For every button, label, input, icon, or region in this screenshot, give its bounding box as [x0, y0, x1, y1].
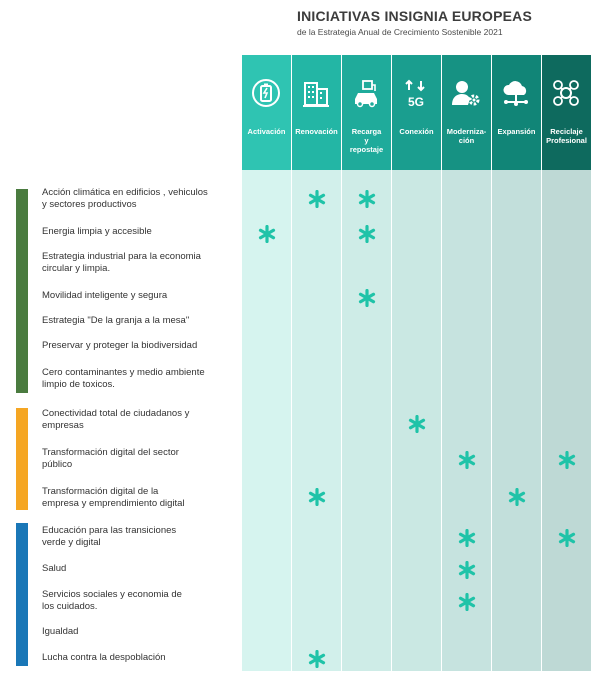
- page-subtitle: de la Estrategia Anual de Crecimiento So…: [297, 27, 503, 37]
- asterisk-mark-icon: [358, 224, 376, 244]
- column-label: Reciclaje Profesional: [546, 127, 587, 145]
- row-label: Estrategia industrial para la economia c…: [42, 251, 201, 274]
- asterisk-icon: [458, 560, 475, 580]
- asterisk-mark-icon: [558, 450, 576, 470]
- column-label: Activación: [247, 127, 286, 136]
- cloud-network-icon: [503, 81, 528, 106]
- asterisk-icon: [558, 528, 575, 548]
- asterisk-icon: [358, 189, 375, 209]
- column-divider: [291, 55, 292, 671]
- category-bar-digital: [16, 408, 28, 510]
- column-header-activacion: Activación: [242, 55, 291, 170]
- asterisk-mark-icon: [358, 189, 376, 209]
- row-label: Salud: [42, 563, 67, 574]
- column-header-modernizacion: Moderniza- ción: [442, 55, 491, 170]
- asterisk-mark-icon: [308, 649, 326, 669]
- row-label: Acción climática en edificios , vehiculo…: [42, 187, 208, 210]
- column-label: Recarga y repostaje: [349, 127, 384, 154]
- car-charging-icon: [355, 80, 377, 108]
- row-label: Energia limpia y accesible: [42, 226, 152, 237]
- asterisk-mark-icon: [258, 224, 276, 244]
- row-label: Transformación digital de la empresa y e…: [42, 486, 185, 509]
- column-body-recarga: [342, 170, 391, 671]
- row-label: Conectividad total de ciudadanos y empre…: [42, 408, 190, 431]
- asterisk-icon: [458, 592, 475, 612]
- asterisk-icon: [408, 414, 425, 434]
- asterisk-mark-icon: [358, 288, 376, 308]
- row-label: Preservar y proteger la biodiversidad: [42, 340, 198, 351]
- asterisk-mark-icon: [458, 528, 476, 548]
- column-divider: [391, 55, 392, 671]
- category-bar-social: [16, 523, 28, 666]
- asterisk-icon: [458, 528, 475, 548]
- asterisk-icon: [358, 288, 375, 308]
- skills-network-icon: [553, 80, 579, 106]
- 5g-signal-icon: 5G: [405, 79, 425, 109]
- asterisk-icon: [308, 487, 325, 507]
- row-label: Transformación digital del sector públic…: [42, 447, 179, 470]
- asterisk-icon: [358, 224, 375, 244]
- row-label: Lucha contra la despoblación: [42, 652, 166, 663]
- column-header-reciclaje: Reciclaje Profesional: [542, 55, 591, 170]
- asterisk-icon: [258, 224, 275, 244]
- column-header-recarga: Recarga y repostaje: [342, 55, 391, 170]
- category-bar-green: [16, 189, 28, 393]
- asterisk-mark-icon: [408, 414, 426, 434]
- asterisk-mark-icon: [308, 487, 326, 507]
- column-label: Moderniza- ción: [446, 127, 487, 145]
- column-body-activacion: [242, 170, 291, 671]
- svg-text:5G: 5G: [408, 95, 424, 109]
- column-body-reciclaje: [542, 170, 591, 671]
- column-header-renovacion: Renovación: [292, 55, 341, 170]
- row-label: Educación para las transiciones verde y …: [42, 525, 177, 548]
- column-divider: [441, 55, 442, 671]
- column-divider: [491, 55, 492, 671]
- column-divider: [341, 55, 342, 671]
- asterisk-icon: [308, 189, 325, 209]
- asterisk-icon: [458, 450, 475, 470]
- page-title: INICIATIVAS INSIGNIA EUROPEAS: [297, 8, 533, 24]
- asterisk-mark-icon: [508, 487, 526, 507]
- column-header-conexion: 5G Conexión: [392, 55, 441, 170]
- row-label: Igualdad: [42, 626, 79, 637]
- row-label: Estrategia "De la granja a la mesa": [42, 315, 190, 326]
- column-header-expansion: Expansión: [492, 55, 541, 170]
- column-body-expansion: [492, 170, 541, 671]
- column-label: Expansión: [497, 127, 536, 136]
- asterisk-icon: [308, 649, 325, 669]
- column-body-renovacion: [292, 170, 341, 671]
- asterisk-mark-icon: [458, 560, 476, 580]
- battery-charging-icon: [252, 79, 280, 107]
- asterisk-mark-icon: [458, 592, 476, 612]
- user-gear-icon: [452, 81, 480, 106]
- asterisk-mark-icon: [458, 450, 476, 470]
- asterisk-icon: [558, 450, 575, 470]
- buildings-icon: [303, 82, 329, 107]
- row-label: Servicios sociales y economia de los cui…: [42, 589, 182, 612]
- row-label: Movilidad inteligente y segura: [42, 290, 168, 301]
- column-body-modernizacion: [442, 170, 491, 671]
- row-label: Cero contaminantes y medio ambiente limp…: [42, 367, 205, 390]
- column-divider: [541, 55, 542, 671]
- asterisk-icon: [508, 487, 525, 507]
- asterisk-mark-icon: [308, 189, 326, 209]
- column-label: Renovación: [295, 127, 338, 136]
- column-label: Conexión: [399, 127, 434, 136]
- asterisk-mark-icon: [558, 528, 576, 548]
